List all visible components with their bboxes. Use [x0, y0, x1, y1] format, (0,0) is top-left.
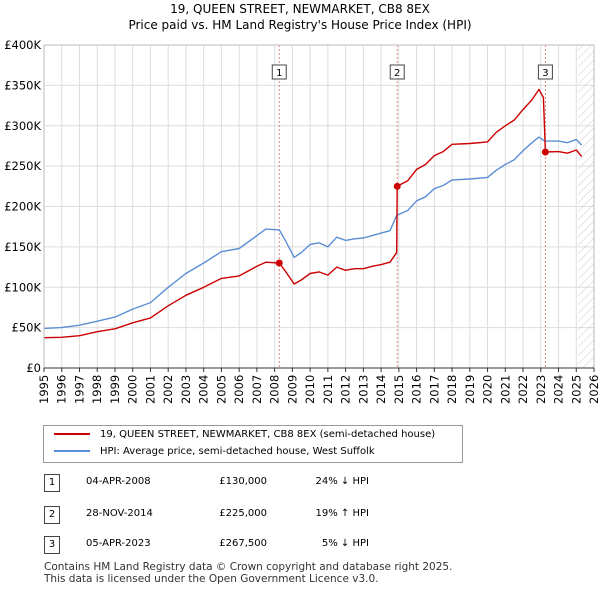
footer-licence: This data is licensed under the Open Gov…: [44, 573, 379, 585]
legend-swatch-hpi: [54, 450, 90, 452]
x-tick-label: 2005: [214, 375, 228, 404]
transaction-date: 28-NOV-2014: [86, 508, 153, 519]
sale-label-box: [537, 64, 553, 80]
sale-point: [541, 148, 549, 156]
legend-label-hpi: HPI: Average price, semi-detached house,…: [100, 446, 375, 457]
sale-label: 3: [542, 68, 548, 79]
x-tick-label: 2021: [498, 375, 512, 404]
sale-label: 1: [276, 68, 282, 79]
transaction-number: 2: [44, 506, 60, 524]
y-tick-label: £50K: [12, 321, 42, 335]
x-tick-label: 2002: [161, 375, 175, 404]
transaction-hpi-change: 24% ↓ HPI: [315, 476, 369, 487]
legend-swatch-property: [54, 433, 90, 435]
y-tick-label: £200K: [4, 200, 41, 214]
x-tick-label: 1995: [37, 375, 51, 404]
x-tick-label: 2017: [427, 375, 441, 404]
footer-copyright: Contains HM Land Registry data © Crown c…: [44, 561, 453, 573]
x-tick-label: 2020: [481, 375, 495, 404]
x-tick-label: 2019: [463, 375, 477, 404]
chart-title-line2: Price paid vs. HM Land Registry's House …: [128, 18, 472, 32]
x-tick-label: 2004: [197, 375, 211, 404]
x-tick-label: 2001: [143, 375, 157, 404]
price-chart: 1 2 3 £0 £50K £100K £150K £200K £250K £300K £350K £…: [4, 38, 600, 404]
x-tick-label: 2018: [445, 375, 459, 404]
legend-item-hpi: HPI: Average price, semi-detached house,…: [54, 444, 375, 460]
x-tick-label: 2022: [516, 375, 530, 404]
x-tick-label: 1997: [72, 375, 86, 404]
x-tick-label: 2000: [126, 375, 140, 404]
x-tick-label: 2025: [569, 375, 583, 404]
transaction-hpi-change: 19% ↑ HPI: [315, 508, 369, 519]
transaction-price: £267,500: [219, 538, 267, 549]
transaction-number: 3: [44, 536, 60, 554]
x-tick-label: 2009: [285, 375, 299, 404]
x-tick-label: 2008: [268, 375, 282, 404]
x-tick-label: 2026: [587, 375, 600, 404]
x-tick-label: 2014: [374, 375, 388, 404]
y-tick-label: £350K: [4, 78, 41, 92]
y-tick-label: £400K: [4, 38, 41, 52]
x-tick-label: 2023: [534, 375, 548, 404]
y-tick-label: £250K: [4, 159, 41, 173]
x-tick-label: 2024: [552, 375, 566, 404]
transaction-row: 2 28-NOV-2014 £225,000 19% ↑ HPI: [44, 506, 464, 526]
legend-item-property: 19, QUEEN STREET, NEWMARKET, CB8 8EX (se…: [54, 427, 435, 443]
x-tick-label: 2011: [321, 375, 335, 404]
transaction-price: £225,000: [219, 508, 267, 519]
x-tick-label: 1998: [90, 375, 104, 404]
transaction-date: 05-APR-2023: [86, 538, 151, 549]
x-tick-label: 2006: [232, 375, 246, 404]
x-tick-label: 2013: [356, 375, 370, 404]
transaction-date: 04-APR-2008: [86, 476, 151, 487]
transaction-row: 1 04-APR-2008 £130,000 24% ↓ HPI: [44, 474, 464, 494]
y-tick-label: £150K: [4, 240, 41, 254]
x-tick-label: 2016: [410, 375, 424, 404]
sale-label: 2: [394, 68, 400, 79]
x-tick-label: 1996: [55, 375, 69, 404]
sale-point: [275, 259, 283, 267]
y-tick-label: £100K: [4, 280, 41, 294]
y-tick-label: £300K: [4, 119, 41, 133]
x-tick-label: 2010: [303, 375, 317, 404]
sale-label-box: [389, 64, 405, 80]
future-region: [578, 45, 594, 368]
chart-title-line1: 19, QUEEN STREET, NEWMARKET, CB8 8EX: [170, 2, 430, 16]
transaction-price: £130,000: [219, 476, 267, 487]
transaction-number: 1: [44, 474, 60, 492]
hpi-series-line: [43, 136, 583, 330]
property-series-line: [43, 88, 583, 339]
legend-label-property: 19, QUEEN STREET, NEWMARKET, CB8 8EX (se…: [100, 429, 436, 440]
transaction-row: 3 05-APR-2023 £267,500 5% ↓ HPI: [44, 536, 464, 556]
x-tick-label: 2003: [179, 375, 193, 404]
x-tick-label: 2007: [250, 375, 264, 404]
sale-label-box: [271, 64, 287, 80]
x-tick-label: 2015: [392, 375, 406, 404]
sale-point: [393, 182, 401, 190]
transaction-hpi-change: 5% ↓ HPI: [321, 538, 369, 549]
y-tick-label: £0: [26, 361, 41, 375]
x-tick-label: 2012: [339, 375, 353, 404]
x-tick-label: 1999: [108, 375, 122, 404]
legend: 19, QUEEN STREET, NEWMARKET, CB8 8EX (se…: [43, 425, 463, 463]
